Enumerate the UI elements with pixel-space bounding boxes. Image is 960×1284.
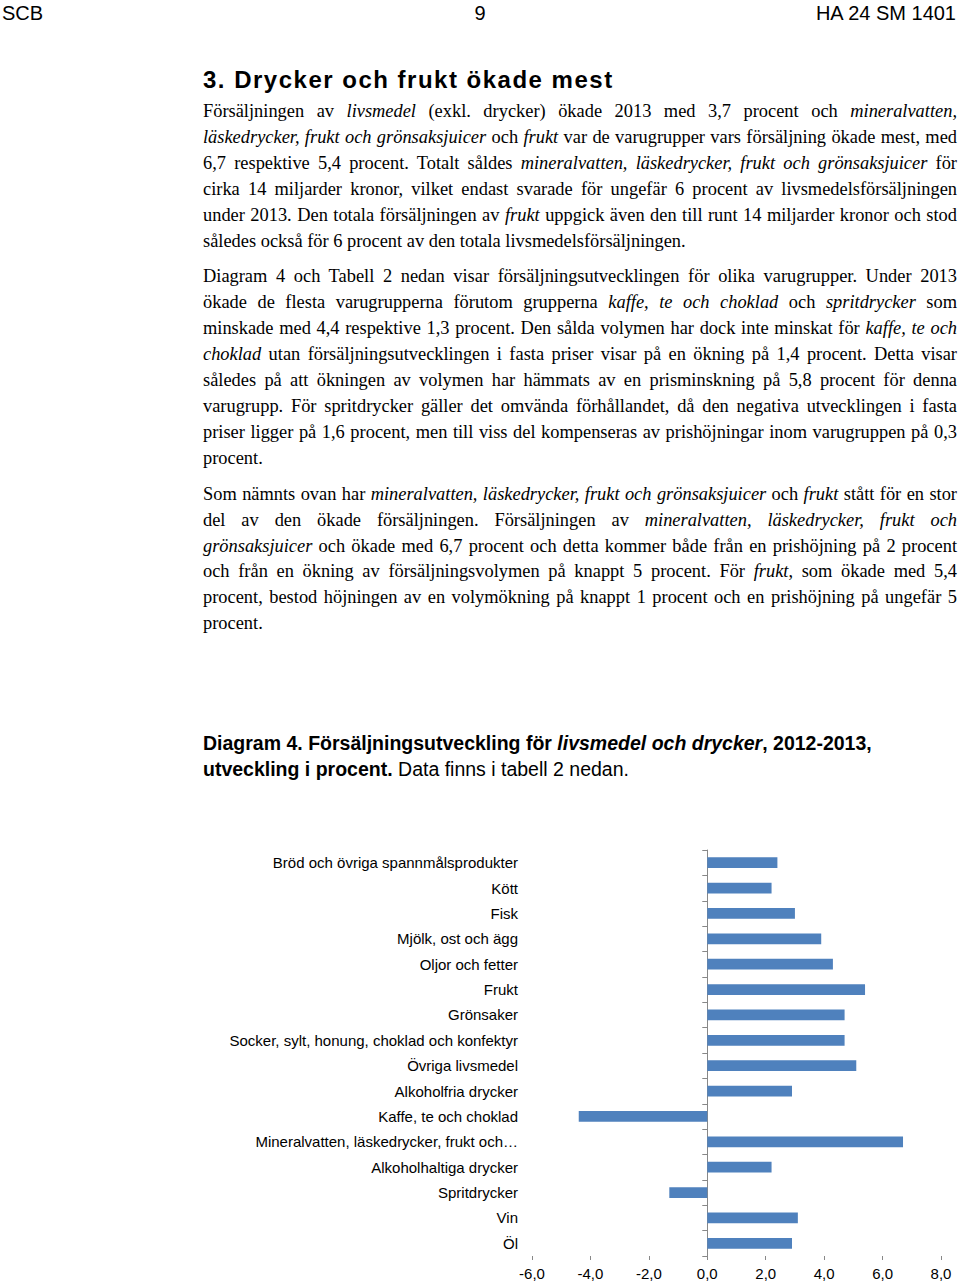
svg-text:Mjölk, ost och ägg: Mjölk, ost och ägg xyxy=(397,930,518,947)
html-text:HA 24 SM 1401: HA 24 SM 1401 xyxy=(815,2,956,24)
svg-text:8,0: 8,0 xyxy=(931,1265,952,1282)
svg-text:-2,0: -2,0 xyxy=(636,1265,662,1282)
svg-text:Övriga livsmedel: Övriga livsmedel xyxy=(407,1057,518,1074)
html-text:3. Drycker och frukt ökade mes: 3. Drycker och frukt ökade mest xyxy=(203,66,614,93)
html-text:Diagram 4. Försäljningsutveckl: Diagram 4. Försäljningsutveckling för li… xyxy=(203,732,872,780)
svg-text:Öl: Öl xyxy=(503,1235,518,1252)
svg-text:2,0: 2,0 xyxy=(755,1265,776,1282)
svg-text:Grönsaker: Grönsaker xyxy=(448,1006,518,1023)
html-text:Som nämnts ovan har mineralvat: Som nämnts ovan har mineralvatten, läske… xyxy=(203,483,957,634)
svg-text:Spritdrycker: Spritdrycker xyxy=(438,1184,518,1201)
svg-text:0,0: 0,0 xyxy=(697,1265,718,1282)
svg-text:4,0: 4,0 xyxy=(814,1265,835,1282)
svg-text:Vin: Vin xyxy=(497,1209,518,1226)
svg-text:Fisk: Fisk xyxy=(491,905,519,922)
svg-text:Oljor och fetter: Oljor och fetter xyxy=(420,956,518,973)
svg-text:Alkoholhaltiga drycker: Alkoholhaltiga drycker xyxy=(371,1159,518,1176)
svg-text:6,0: 6,0 xyxy=(872,1265,893,1282)
svg-text:Kött: Kött xyxy=(491,880,519,897)
svg-text:Mineralvatten, läskedrycker, f: Mineralvatten, läskedrycker, frukt och… xyxy=(255,1133,518,1150)
svg-text:-4,0: -4,0 xyxy=(577,1265,603,1282)
svg-text:Kaffe, te och choklad: Kaffe, te och choklad xyxy=(378,1108,518,1125)
svg-text:Alkoholfria drycker: Alkoholfria drycker xyxy=(395,1083,518,1100)
svg-text:-6,0: -6,0 xyxy=(519,1265,545,1282)
svg-text:Frukt: Frukt xyxy=(484,981,519,998)
html-text:Diagram 4 och Tabell 2 nedan v: Diagram 4 och Tabell 2 nedan visar försä… xyxy=(203,266,957,468)
svg-text:Bröd och övriga spannmålsprodu: Bröd och övriga spannmålsprodukter xyxy=(273,854,518,871)
html-text:SCB: SCB xyxy=(2,2,44,24)
html-text:Försäljningen av livsmedel (ex: Försäljningen av livsmedel (exkl. drycke… xyxy=(203,101,957,251)
html-text:9: 9 xyxy=(474,2,486,24)
svg-text:Socker, sylt, honung, choklad: Socker, sylt, honung, choklad och konfek… xyxy=(230,1032,519,1049)
